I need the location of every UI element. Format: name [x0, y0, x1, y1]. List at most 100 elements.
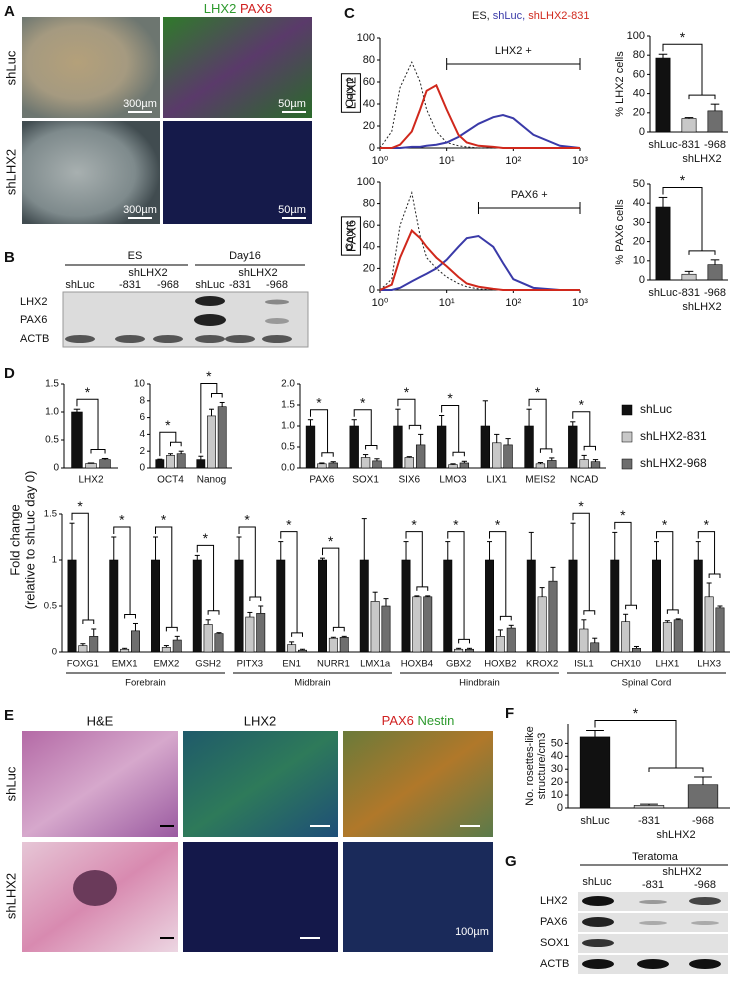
significance-bracket	[280, 531, 298, 633]
bar	[506, 627, 516, 653]
significance-bracket	[625, 604, 637, 610]
y-tick-label: 1	[52, 555, 57, 566]
x-tick-label: SIX6	[398, 475, 420, 486]
bar	[423, 596, 433, 653]
bar	[632, 648, 641, 653]
significance-bracket	[489, 531, 507, 617]
legend-entry: ES,	[472, 10, 490, 22]
x-tick-label: -968	[692, 815, 714, 827]
x-tick-label: LHX2	[78, 475, 103, 486]
x-tick-label: shLuc	[648, 139, 678, 151]
y-axis-label: % LHX2 cells	[614, 51, 626, 117]
y-tick-label: 1.5	[44, 509, 57, 520]
bar	[176, 453, 186, 469]
bar	[687, 784, 719, 809]
bar	[393, 425, 403, 469]
significance-bracket	[572, 512, 590, 611]
significance-bracket	[662, 43, 703, 96]
chart-title: PAX6	[340, 216, 361, 256]
bar	[67, 559, 77, 653]
significance-label: *	[680, 172, 686, 188]
gate-label: PAX6 +	[511, 189, 548, 201]
bar	[535, 463, 546, 469]
bar	[404, 457, 414, 469]
significance-bracket	[238, 526, 256, 597]
bar	[328, 637, 338, 653]
x-tick-label: 10⁰	[372, 297, 389, 309]
band	[65, 335, 95, 343]
bar	[547, 460, 557, 469]
significance-label: *	[633, 705, 639, 721]
protein: LHX2	[20, 296, 48, 308]
band	[639, 900, 667, 904]
x-tick-label: SOX1	[352, 475, 379, 486]
significance-bracket	[416, 586, 429, 591]
significance-label: *	[404, 384, 410, 400]
significance-label: *	[203, 530, 209, 546]
bar	[707, 264, 723, 281]
bar	[704, 596, 714, 653]
y-tick-label: 2	[139, 446, 145, 457]
y-tick-label: 20	[633, 107, 645, 119]
bar	[155, 459, 165, 469]
bar	[610, 559, 620, 653]
y-tick-label: 20	[363, 120, 375, 132]
legend-entry: shLuc,	[493, 10, 525, 22]
x-tick-label: -831	[678, 287, 700, 299]
scale-label: 50µm	[278, 98, 306, 110]
x-tick-label: EMX2	[153, 659, 179, 670]
x-tick-label: -968	[704, 139, 726, 151]
micrograph	[343, 731, 493, 837]
significance-label: *	[85, 384, 91, 400]
band	[582, 917, 614, 927]
sample: -968	[157, 279, 179, 291]
x-tick-label: HOXB4	[401, 659, 433, 670]
bar	[349, 425, 359, 469]
y-tick-label: 0	[369, 284, 375, 296]
panel-label: F	[505, 705, 514, 722]
bar	[681, 273, 697, 281]
band	[153, 335, 183, 343]
bar	[673, 619, 683, 653]
x-tick-label: 10¹	[439, 155, 455, 167]
bar	[317, 463, 327, 469]
bar	[480, 425, 491, 469]
significance-bracket	[583, 445, 597, 451]
bar	[318, 559, 327, 653]
group-label: Hindbrain	[459, 678, 500, 689]
row-label: shLuc	[3, 50, 18, 85]
band	[265, 318, 289, 324]
protein: LHX2	[540, 895, 568, 907]
bar	[207, 415, 216, 469]
gate-label: LHX2 +	[495, 45, 532, 57]
significance-label: *	[206, 368, 212, 384]
panel-label: G	[505, 853, 517, 870]
x-tick-label: 10⁰	[372, 155, 389, 167]
scale-label: 50µm	[278, 204, 306, 216]
panel-label: B	[4, 249, 15, 266]
stain-labels: LHX2 PAX6	[204, 1, 272, 16]
x-tick-label: LHX3	[697, 659, 721, 670]
group-label: shLHX2	[682, 301, 721, 313]
tissue	[73, 870, 117, 906]
y-tick-label: 10	[633, 255, 645, 267]
sample: -968	[694, 879, 716, 891]
x-tick-label: GSH2	[195, 659, 221, 670]
y-tick-label: 80	[363, 198, 375, 210]
bar	[448, 464, 458, 469]
significance-bracket	[207, 610, 220, 615]
bar	[305, 425, 316, 469]
bar	[78, 645, 88, 653]
significance-bracket	[291, 632, 303, 637]
band	[225, 335, 255, 343]
condition: Day16	[229, 250, 261, 262]
y-tick-label: 80	[633, 49, 645, 61]
bar	[99, 459, 111, 469]
condition: ES	[128, 250, 143, 262]
sample: shLHX2	[662, 866, 701, 878]
significance-label: *	[316, 394, 322, 410]
band	[265, 299, 289, 305]
legend-swatch	[621, 431, 633, 443]
micrograph	[163, 121, 312, 224]
y-tick-label: 4	[139, 429, 145, 440]
